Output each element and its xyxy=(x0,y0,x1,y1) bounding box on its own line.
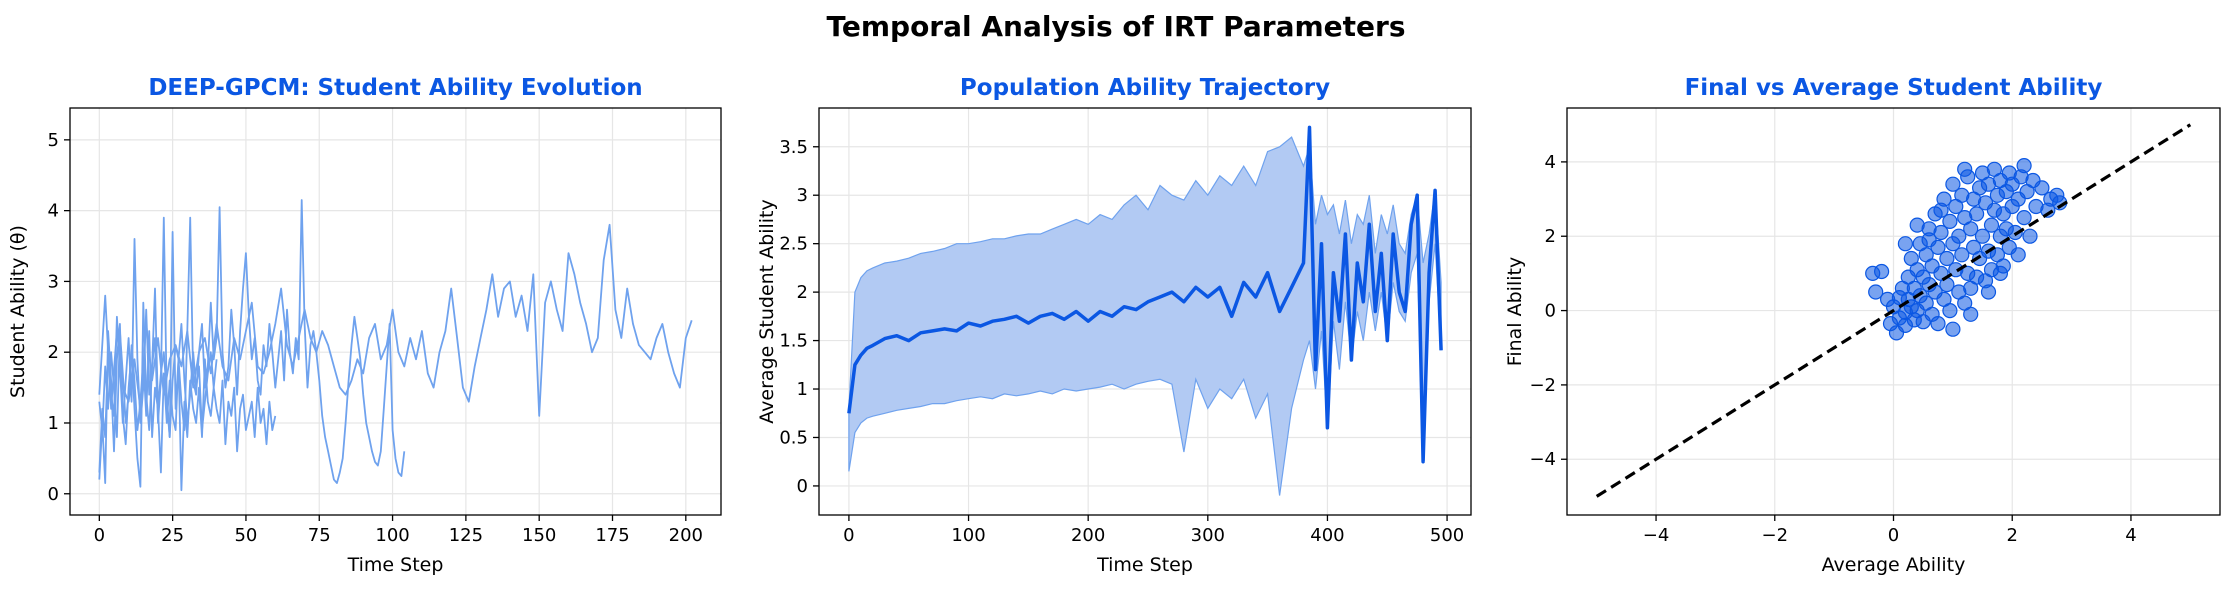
x-tick-label-2: 0 xyxy=(1888,525,1899,546)
x-tick-label-8: 200 xyxy=(669,525,703,546)
scatter-point-103 xyxy=(1980,284,1997,300)
x-tick-label-2: 200 xyxy=(1071,525,1105,546)
panel-student-ability-evolution: 0 25 50 75 100 125 150 175 200 0 1 2 3 4 5 DEEP-GPCM: S… xyxy=(7,75,722,576)
scatter-point-41 xyxy=(1942,303,1958,319)
scatter-point-47 xyxy=(1951,228,1967,244)
scatter-point-33 xyxy=(1930,316,1946,332)
panel-final-vs-average-ability: −4 −2 0 2 4 −4 −2 0 2 4 Final vs Average Student A… xyxy=(1504,75,2221,576)
scatter-point-107 xyxy=(1897,236,1914,252)
x-tick-label-3: 75 xyxy=(308,525,331,546)
mean-ability-line xyxy=(847,125,1443,464)
scatter-point-104 xyxy=(2016,158,2032,174)
scatter-point-93 xyxy=(2034,180,2050,196)
y-tick-label-2: 2 xyxy=(48,342,59,363)
x-axis-label: Time Step xyxy=(1096,554,1193,576)
y-tick-label-2: 0 xyxy=(1545,301,1556,322)
axes-frame xyxy=(818,107,1472,516)
confidence-band xyxy=(848,136,1442,496)
scatter-point-62 xyxy=(1974,228,1991,244)
y-tick-label-0: 0 xyxy=(48,484,59,505)
y-tick-label-5: 5 xyxy=(48,130,59,151)
x-tick-label-0: 0 xyxy=(94,525,105,546)
x-tick-label-0: −4 xyxy=(1643,525,1670,546)
panel-title: Final vs Average Student Ability xyxy=(1685,75,2103,101)
figure-title: Temporal Analysis of IRT Parameters xyxy=(826,10,1405,43)
x-tick-label-1: 25 xyxy=(161,525,184,546)
x-tick-label-0: 0 xyxy=(843,525,854,546)
y-tick-label-3: 2 xyxy=(1545,226,1556,247)
x-tick-label-3: 300 xyxy=(1191,525,1225,546)
panel-title: DEEP-GPCM: Student Ability Evolution xyxy=(148,75,642,101)
y-tick-label-7: 3.5 xyxy=(779,137,808,158)
x-tick-label-3: 2 xyxy=(2007,525,2018,546)
y-tick-label-1: −2 xyxy=(1529,375,1556,396)
x-tick-label-5: 125 xyxy=(449,525,483,546)
scatter-point-101 xyxy=(1933,202,1949,218)
panel-title: Population Ability Trajectory xyxy=(960,75,1330,101)
scatter-point-40 xyxy=(1942,213,1958,229)
scatter-point-100 xyxy=(1921,232,1937,248)
y-tick-label-0: −4 xyxy=(1529,449,1556,470)
scatter-point-90 xyxy=(2022,228,2038,244)
y-tick-label-0: 0 xyxy=(797,476,808,497)
y-tick-label-1: 0.5 xyxy=(779,427,808,448)
scatter-point-99 xyxy=(1963,306,1979,322)
scatter-point-98 xyxy=(1945,321,1961,337)
scatter-point-43 xyxy=(1945,176,1961,192)
scatter-point-88 xyxy=(2016,210,2032,226)
scatter-point-1 xyxy=(1873,263,1890,280)
plot-area xyxy=(98,199,693,492)
scatter-point-86 xyxy=(2010,247,2026,263)
x-tick-label-1: 100 xyxy=(951,525,985,546)
y-axis-label: Student Ability (θ) xyxy=(7,225,29,398)
y-tick-label-4: 2 xyxy=(797,282,808,303)
y-tick-label-5: 2.5 xyxy=(779,234,808,255)
scatter-point-106 xyxy=(1909,217,1925,233)
scatter-point-105 xyxy=(1992,265,2009,281)
scatter-point-68 xyxy=(1983,217,2000,233)
y-tick-label-6: 3 xyxy=(797,185,808,206)
y-tick-label-4: 4 xyxy=(1545,152,1556,173)
x-tick-label-4: 100 xyxy=(375,525,409,546)
x-tick-label-1: −2 xyxy=(1761,525,1788,546)
x-axis-label: Average Ability xyxy=(1822,554,1966,576)
series-line-3 xyxy=(98,330,277,492)
y-axis-label: Final Ability xyxy=(1504,257,1526,366)
panel-population-ability-trajectory: 0 100 200 300 400 500 0 0.5 1 1.5 2 2.5 3 3.5 Populati… xyxy=(756,75,1472,576)
scatter-point-38 xyxy=(1939,250,1955,267)
y-tick-label-4: 4 xyxy=(48,201,59,222)
x-tick-label-4: 4 xyxy=(2125,525,2136,546)
axes-frame xyxy=(69,107,722,516)
y-tick-label-2: 1 xyxy=(797,379,808,400)
scatter-point-35 xyxy=(1933,224,1949,241)
x-tick-label-2: 50 xyxy=(234,525,257,546)
reference-line xyxy=(1595,123,2192,498)
y-tick-label-1: 1 xyxy=(48,413,59,434)
x-tick-label-4: 400 xyxy=(1310,525,1344,546)
y-tick-label-3: 3 xyxy=(48,271,59,292)
x-tick-label-7: 175 xyxy=(595,525,629,546)
y-axis-label: Average Student Ability xyxy=(756,199,778,423)
x-tick-label-6: 150 xyxy=(522,525,556,546)
scatter-point-102 xyxy=(1957,161,1973,177)
plot-area xyxy=(1595,123,2192,498)
scatter-point-54 xyxy=(1963,221,1979,237)
scatter-point-49 xyxy=(1954,247,1970,263)
x-tick-label-5: 500 xyxy=(1430,525,1464,546)
scatter-point-58 xyxy=(1968,206,1985,222)
x-axis-label: Time Step xyxy=(347,554,444,576)
plot-area xyxy=(847,125,1443,496)
scatter-point-2 xyxy=(1868,284,1884,300)
y-tick-label-3: 1.5 xyxy=(779,331,808,352)
